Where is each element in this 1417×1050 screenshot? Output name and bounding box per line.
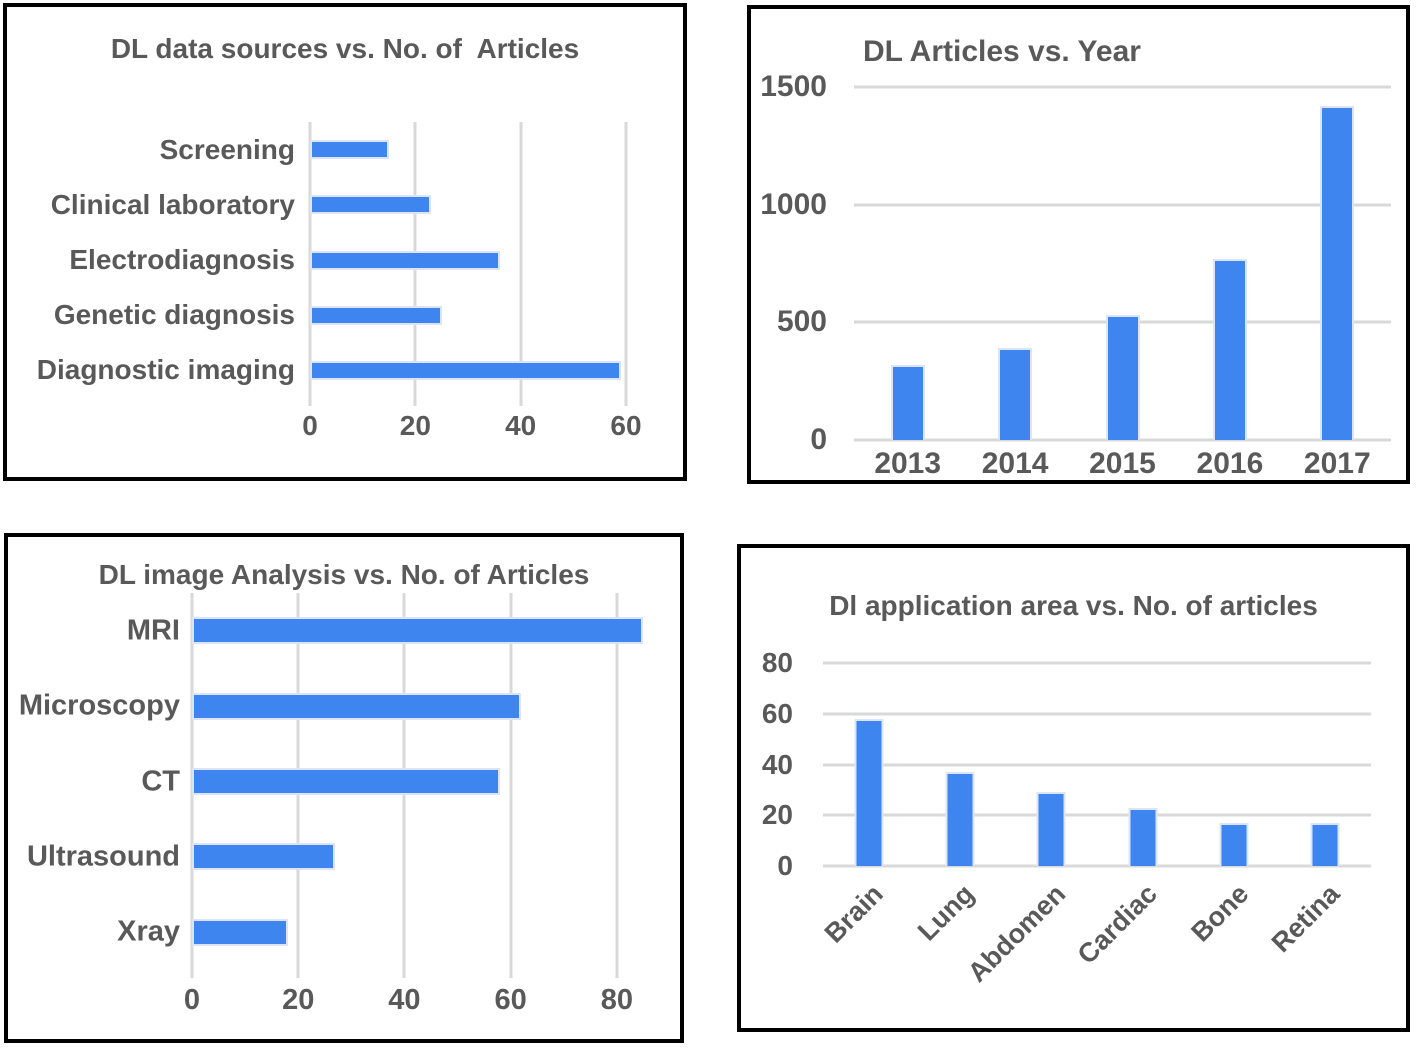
gridline — [624, 122, 628, 406]
category-label: 2016 — [1196, 447, 1264, 480]
category-label: Ultrasound — [26, 840, 180, 873]
category-label: Clinical laboratory — [50, 188, 295, 220]
chart-title: DL data sources vs. No. of Articles — [110, 33, 580, 64]
gridline — [823, 661, 1371, 665]
y-axis-tick-label: 20 — [761, 799, 793, 831]
gridline — [823, 864, 1371, 868]
category-label: MRI — [126, 614, 180, 647]
gridline — [509, 593, 513, 978]
plot-area — [823, 661, 1371, 868]
panel-dl-articles-vs-year: DL Articles vs. Year 0 500 1000 1500 2013 20… — [747, 5, 1410, 484]
x-axis-tick-label: 60 — [494, 984, 527, 1016]
panel-dl-data-sources: DL data sources vs. No. of Articles Scre… — [3, 3, 687, 481]
bar-screening — [310, 140, 389, 160]
plot-area — [190, 593, 670, 978]
bar-2015 — [1105, 315, 1140, 440]
category-label: Screening — [159, 133, 295, 165]
y-axis-tick-label: 1500 — [760, 70, 827, 103]
category-label: 2013 — [874, 447, 942, 480]
category-label-text: Abdomen — [961, 878, 1072, 988]
bar-cardiac — [1128, 807, 1158, 866]
chart-title: DL image Analysis vs. No. of Articles — [98, 559, 590, 590]
category-label: 2017 — [1303, 447, 1371, 480]
category-label-text: Bone — [1184, 878, 1254, 948]
category-label: Xray — [117, 915, 180, 948]
bar-microscopy — [192, 692, 522, 720]
gridline — [823, 712, 1371, 716]
gridline — [823, 763, 1371, 766]
bar-retina — [1310, 822, 1340, 866]
y-axis-tick-label: 40 — [761, 748, 793, 780]
y-axis-tick-labels: 0 20 40 60 80 — [741, 649, 793, 880]
category-label: Electrodiagnosis — [69, 244, 295, 275]
category-label-text: Retina — [1265, 878, 1346, 959]
bar-2016 — [1212, 258, 1247, 440]
bar-brain — [854, 718, 884, 866]
gridline — [519, 122, 523, 406]
chart-title: DL Articles vs. Year — [863, 35, 1141, 68]
x-axis-tick-label: 40 — [388, 984, 421, 1016]
y-axis-tick-label: 0 — [777, 850, 793, 881]
gridline — [854, 85, 1391, 89]
panel-dl-application-area: Dl application area vs. No. of articles … — [737, 544, 1410, 1032]
category-label-text: Cardiac — [1071, 878, 1163, 970]
category-label-text: Lung — [911, 878, 980, 947]
bar-ultrasound — [192, 843, 336, 871]
bar-genetic-diagnosis — [310, 305, 442, 325]
bar-abdomen — [1036, 792, 1066, 866]
category-axis-labels: MRI Microscopy CT Ultrasound Xray — [8, 593, 180, 970]
y-axis-tick-label: 500 — [776, 305, 827, 339]
gridline — [823, 813, 1371, 817]
bar-2014 — [998, 348, 1033, 440]
bar-2013 — [890, 364, 925, 440]
x-axis-tick-label: 40 — [505, 410, 537, 441]
category-label: Microscopy — [18, 689, 180, 722]
bar-diagnostic-imaging — [310, 360, 621, 380]
gridline — [615, 593, 619, 978]
y-axis-tick-label: 60 — [761, 697, 793, 729]
category-axis-labels: 2013 2014 2015 2016 2017 — [854, 449, 1391, 485]
category-label-text: Brain — [818, 878, 889, 949]
bar-xray — [192, 918, 288, 946]
bar-bone — [1219, 822, 1249, 866]
y-axis-tick-label: 80 — [761, 647, 793, 678]
y-axis-tick-label: 0 — [810, 423, 827, 456]
x-axis-tick-label: 0 — [302, 410, 318, 441]
category-label: 2015 — [1089, 447, 1156, 480]
plot-area — [854, 85, 1391, 442]
category-label: 2014 — [981, 447, 1049, 480]
x-axis-tick-label: 20 — [282, 984, 315, 1016]
bar-clinical-laboratory — [310, 195, 432, 215]
category-axis-labels: Screening Clinical laboratory Electrodiagn… — [7, 122, 295, 398]
bar-mri — [192, 617, 644, 645]
x-axis-tick-labels: 0 20 40 60 — [302, 410, 641, 452]
category-label: CT — [141, 765, 180, 797]
bar-lung — [945, 772, 975, 866]
plot-area — [308, 122, 628, 406]
category-label: Genetic diagnosis — [53, 299, 295, 331]
x-axis-tick-label: 80 — [600, 984, 634, 1016]
gridline — [854, 438, 1391, 442]
x-axis-tick-label: 20 — [399, 410, 431, 441]
category-label: Diagnostic imaging — [36, 354, 295, 386]
bar-electrodiagnosis — [310, 250, 500, 270]
x-axis-tick-label: 0 — [183, 984, 201, 1016]
x-axis-tick-labels: 0 20 40 60 80 — [184, 984, 670, 1026]
panel-dl-image-analysis: DL image Analysis vs. No. of Articles MR… — [4, 533, 684, 1043]
chart-title: Dl application area vs. No. of articles — [829, 590, 1318, 621]
category-axis-labels: Brain Lung Abdomen Cardiac Bone Retina — [818, 874, 1371, 1029]
bar-ct — [192, 768, 501, 795]
y-axis-tick-label: 1000 — [760, 187, 827, 221]
gridline — [854, 203, 1391, 207]
bar-2017 — [1320, 105, 1355, 440]
x-axis-tick-label: 60 — [610, 410, 642, 441]
y-axis-tick-labels: 0 500 1000 1500 — [751, 72, 827, 455]
